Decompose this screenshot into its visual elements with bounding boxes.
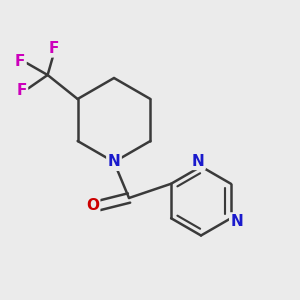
Text: N: N	[108, 154, 120, 169]
Text: F: F	[15, 54, 25, 69]
Text: N: N	[192, 154, 204, 169]
Text: F: F	[48, 41, 59, 56]
Text: F: F	[16, 82, 27, 98]
Text: N: N	[230, 214, 243, 229]
Text: O: O	[86, 198, 99, 213]
